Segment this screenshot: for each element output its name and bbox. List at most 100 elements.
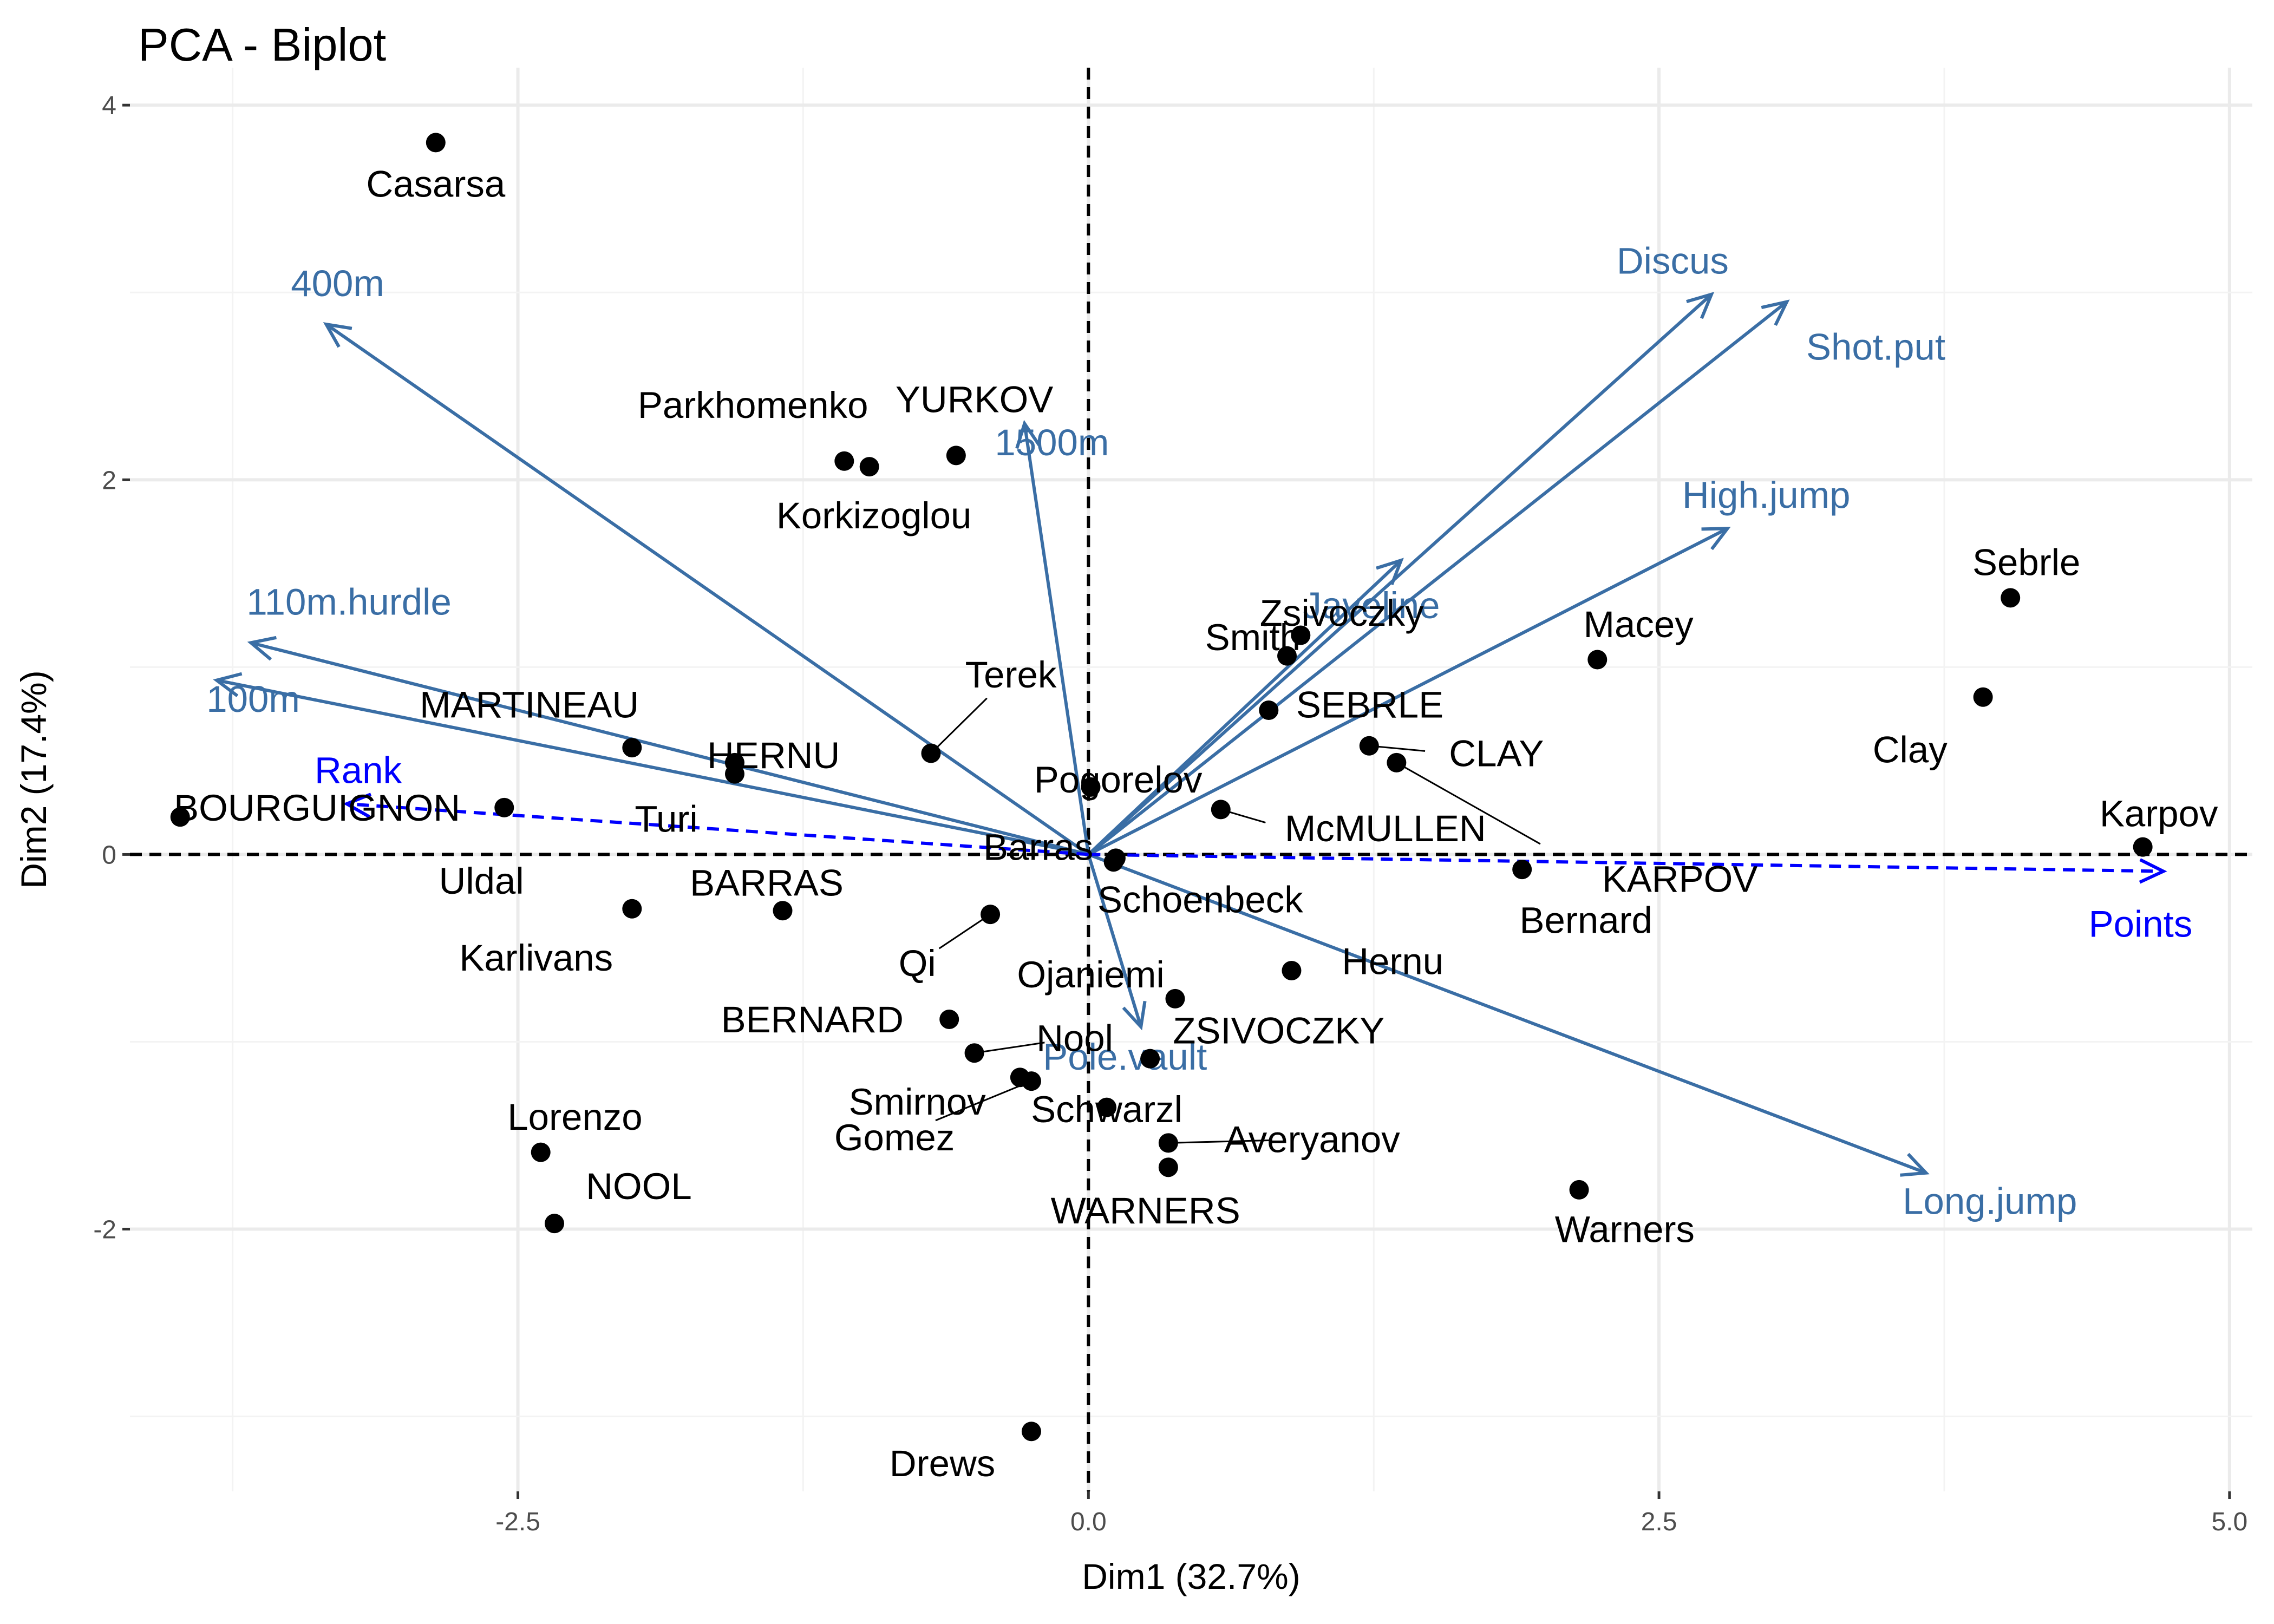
variable-label: Long.jump — [1903, 1181, 2077, 1222]
variable-label: Points — [2089, 903, 2193, 945]
individual-label: Bernard — [1519, 900, 1652, 941]
arrow-line — [1088, 853, 2164, 873]
arrow-line — [1088, 853, 1927, 1175]
individual-label: Turi — [635, 798, 697, 840]
arrow-line — [1087, 854, 1143, 1027]
individual-point — [2001, 588, 2021, 608]
variable-label: High.jump — [1682, 474, 1851, 516]
individual-label: Smirnov — [849, 1081, 986, 1123]
arrow-line — [1087, 300, 1788, 856]
individual-point — [170, 807, 190, 827]
individual-label: YURKOV — [896, 379, 1053, 421]
variable-arrow-discus: Discus — [1087, 240, 1729, 856]
variable-arrow-rank: Rank — [315, 750, 1089, 856]
y-tick-label: -2 — [93, 1216, 116, 1245]
individual-label: Hernu — [1342, 941, 1443, 983]
individual-label: Macey — [1584, 604, 1694, 645]
arrow-line — [1087, 527, 1728, 856]
variable-label: 100m — [206, 678, 300, 720]
individual-label: Korkizoglou — [776, 495, 972, 536]
individual-label: WARNERS — [1051, 1190, 1240, 1232]
individual-label: Zsivoczky — [1260, 592, 1424, 634]
point-labels: Casarsa Parkhomenko YURKOV Korkizoglou Sebrl… — [174, 163, 2218, 1485]
individual-label: Qi — [899, 942, 936, 984]
individual-point — [1140, 1049, 1160, 1069]
individual-point — [2133, 837, 2153, 857]
individual-label: Barras — [983, 827, 1093, 868]
arrow-line — [1023, 423, 1090, 855]
individual-point — [1291, 625, 1311, 645]
x-tick-label: 2.5 — [1641, 1508, 1677, 1536]
x-tick-label: 0.0 — [1070, 1508, 1107, 1536]
individual-label: BOURGUIGNON — [174, 787, 460, 829]
individual-label: Karlivans — [459, 937, 613, 979]
individual-label: ZSIVOCZKY — [1173, 1010, 1384, 1052]
individual-label: SEBRLE — [1296, 684, 1443, 726]
individual-point — [1097, 1097, 1117, 1117]
individual-point — [1587, 650, 1608, 670]
label-leader-line — [938, 913, 991, 949]
x-axis-title: Dim1 (32.7%) — [1082, 1556, 1300, 1596]
individual-point — [1512, 860, 1532, 880]
individual-point — [1106, 848, 1126, 868]
y-tick-label: 4 — [102, 91, 116, 120]
variable-label: 1500m — [995, 422, 1109, 463]
variable-label: 400m — [291, 263, 384, 304]
individual-label: Drews — [890, 1443, 996, 1484]
variable-arrow-1500m: 1500m — [995, 420, 1109, 855]
arrow-head — [1900, 1152, 1930, 1177]
arrow-line — [1087, 559, 1402, 856]
arrow-head — [1761, 299, 1790, 326]
variable-arrow-100m: 100m — [206, 672, 1089, 856]
label-leader-line — [1396, 762, 1541, 845]
individual-label: Uldal — [439, 860, 524, 902]
individual-point — [1282, 960, 1302, 980]
individual-point — [1569, 1180, 1589, 1200]
label-leader-line — [935, 1080, 1032, 1122]
individual-label: McMULLEN — [1285, 808, 1486, 849]
individual-label: Parkhomenko — [638, 384, 868, 426]
individual-point — [1021, 1422, 1041, 1442]
individual-label: BARRAS — [690, 862, 844, 903]
individual-point — [622, 899, 642, 919]
label-leader-line — [1220, 808, 1266, 824]
arrow-head — [1015, 420, 1041, 449]
individual-label: Smith — [1205, 617, 1301, 658]
variable-arrow-400m: 400m — [291, 263, 1090, 856]
individual-label: Ojaniemi — [1017, 954, 1164, 996]
variable-arrow-shot-put: Shot.put — [1087, 299, 1945, 856]
variable-arrow-javeline: Javeline — [1087, 558, 1440, 856]
individual-label: MARTINEAU — [420, 684, 639, 726]
individual-label: Clay — [1873, 729, 1948, 771]
variable-arrow-long-jump: Long.jump — [1088, 853, 2077, 1222]
arrow-head — [1686, 292, 1715, 319]
variable-arrow-points: Points — [1088, 853, 2193, 945]
label-leader-line — [930, 697, 988, 754]
arrow-line — [216, 678, 1089, 856]
arrow-line — [325, 323, 1090, 856]
arrow-head — [1376, 558, 1404, 585]
individual-point — [545, 1214, 564, 1234]
arrow-head — [1701, 527, 1731, 551]
individual-point — [773, 901, 793, 921]
variable-label: Shot.put — [1806, 326, 1945, 368]
variable-label: Javeline — [1303, 585, 1440, 626]
x-tick-label: -2.5 — [495, 1508, 540, 1536]
variable-label: 110m.hurdle — [246, 581, 451, 623]
individual-label: Nool — [1036, 1018, 1113, 1059]
y-tick-label: 2 — [102, 466, 116, 495]
arrow-head — [247, 636, 277, 661]
individual-point — [1158, 1157, 1178, 1177]
variable-arrow-high-jump: High.jump — [1087, 474, 1851, 856]
individual-point — [531, 1142, 551, 1162]
axes: -2.5 0.0 2.5 5.0 -2 0 2 4 — [93, 91, 2247, 1536]
individual-label: CLAY — [1449, 733, 1544, 775]
arrow-line — [347, 802, 1089, 856]
individual-point — [426, 133, 446, 153]
individual-point — [939, 1009, 959, 1029]
individual-label: Warners — [1555, 1209, 1695, 1250]
individual-point — [622, 738, 642, 758]
variable-arrow-110m-hurdle: 110m.hurdle — [246, 581, 1089, 856]
arrow-line — [1087, 293, 1713, 856]
label-leader-line — [1369, 745, 1426, 752]
